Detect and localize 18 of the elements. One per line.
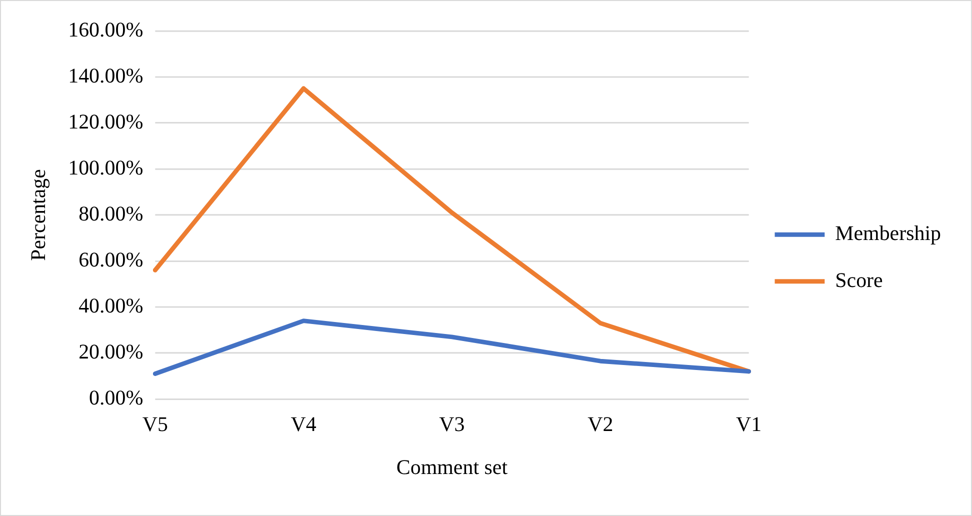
x-tick-label: V4: [290, 412, 317, 436]
x-tick-label: V1: [736, 412, 762, 436]
y-tick-label: 20.00%: [78, 340, 144, 364]
y-tick-label: 100.00%: [68, 155, 144, 180]
y-tick-label: 0.00%: [89, 386, 144, 410]
legend-label: Membership: [835, 221, 941, 246]
x-tick-label: V3: [439, 412, 465, 436]
legend-label: Score: [835, 268, 883, 292]
y-axis-title: Percentage: [26, 169, 50, 261]
x-tick-label: V2: [588, 412, 614, 436]
y-tick-label: 140.00%: [68, 63, 144, 88]
x-axis-title: Comment set: [396, 455, 508, 480]
y-tick-label: 80.00%: [78, 201, 144, 226]
y-tick-label: 40.00%: [78, 294, 144, 318]
x-tick-label: V5: [142, 412, 168, 436]
y-tick-label: 60.00%: [78, 248, 144, 272]
y-tick-label: 160.00%: [68, 17, 144, 42]
y-tick-label: 120.00%: [68, 109, 144, 134]
